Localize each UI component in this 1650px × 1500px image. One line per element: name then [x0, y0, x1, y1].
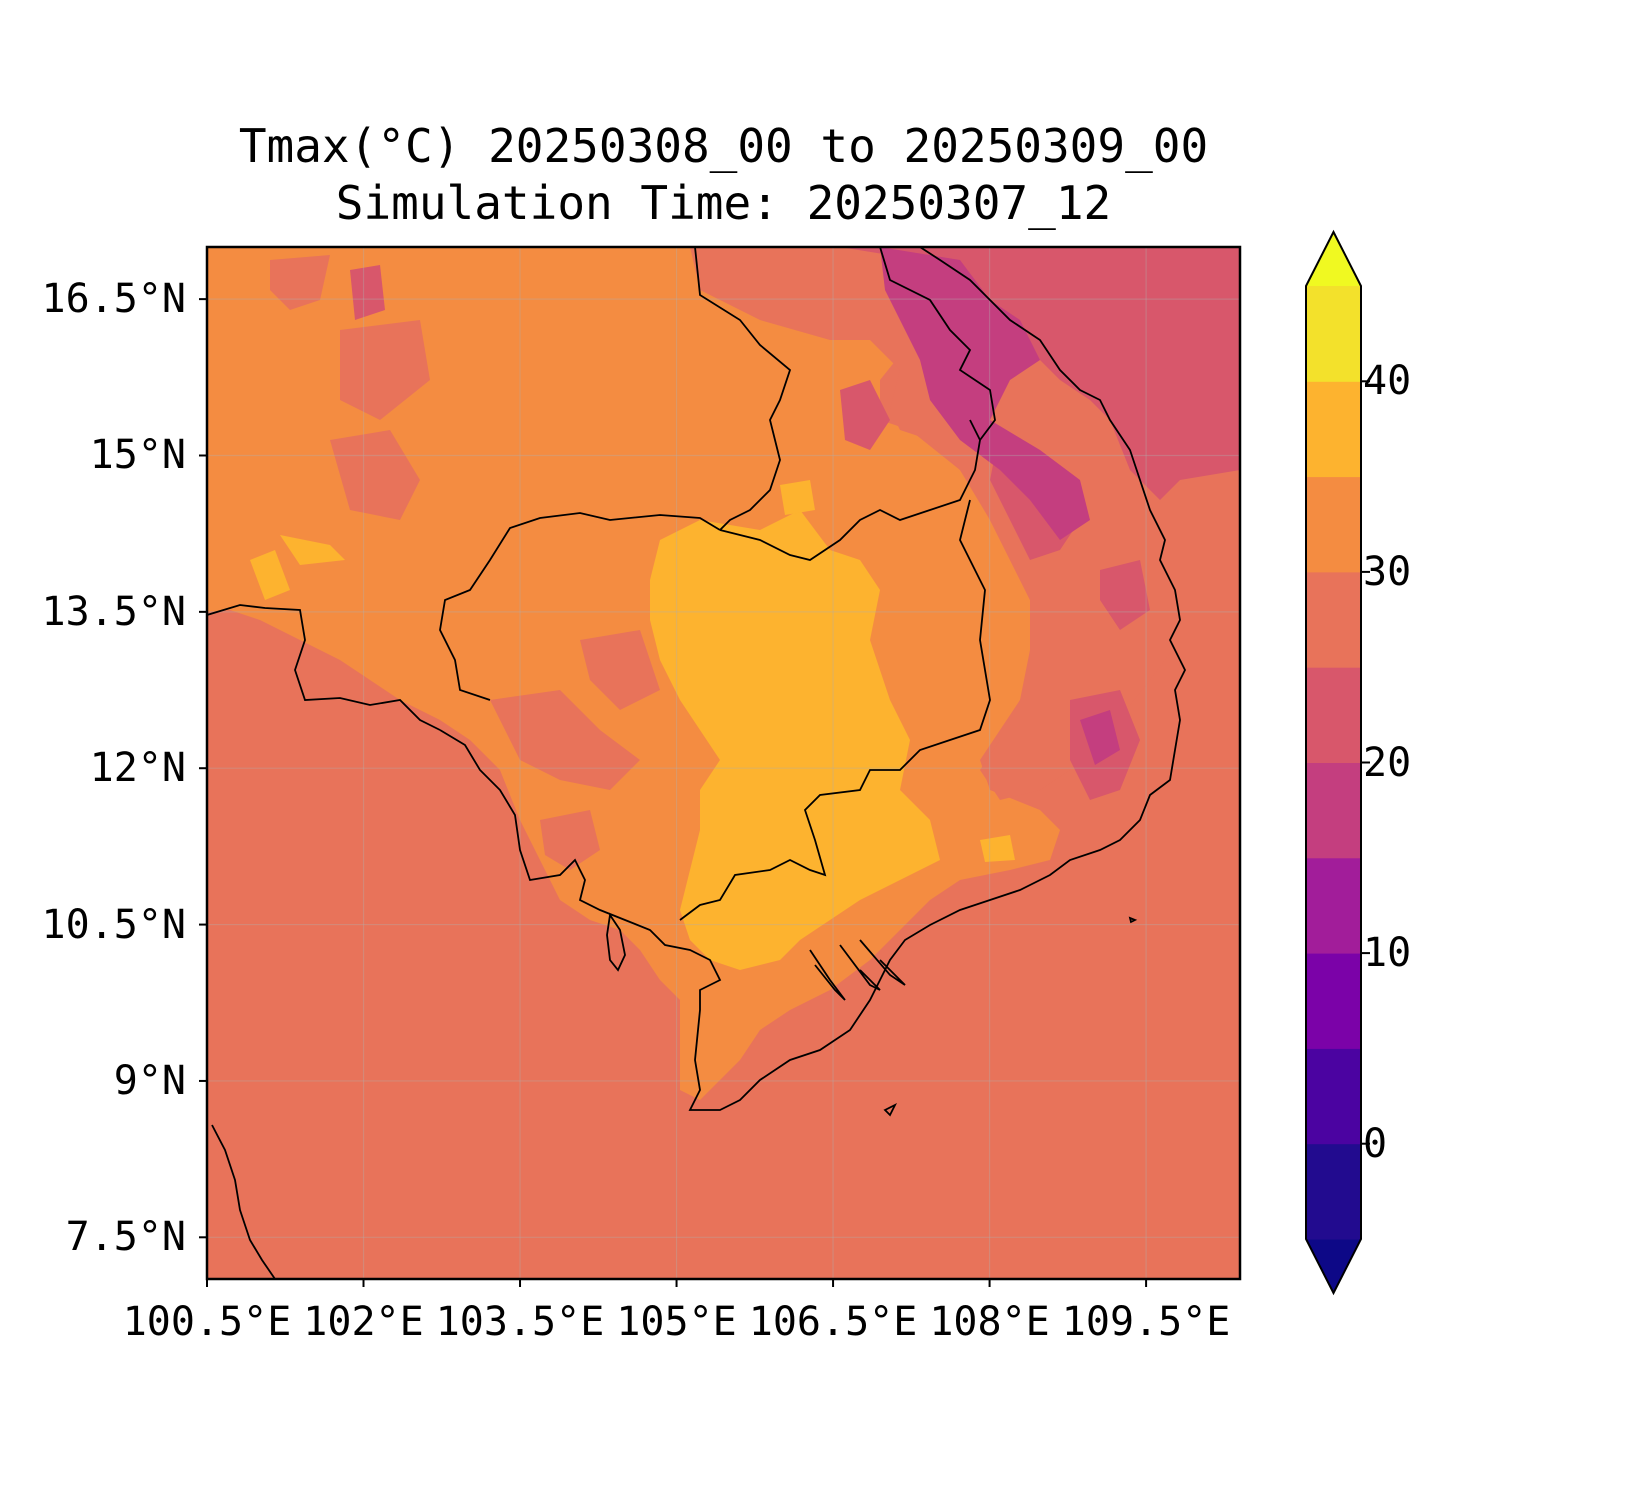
x-tick-label: 102°E	[303, 1299, 424, 1345]
field-level-25-30-islet-5	[490, 690, 640, 790]
x-tick-label: 103.5°E	[435, 1299, 605, 1345]
field-level-20-25	[840, 247, 1240, 500]
colorbar-segment	[1306, 571, 1361, 668]
island-small	[1128, 916, 1138, 924]
x-tick-label: 105°E	[616, 1299, 737, 1345]
coast-malay	[211, 1124, 276, 1279]
field-level-35-40-patch-3	[780, 480, 815, 515]
colorbar-tick-label: 40	[1363, 358, 1412, 405]
colorbar-tick-label: 30	[1363, 548, 1412, 595]
x-tick-label: 106.5°E	[748, 1299, 918, 1345]
colorbar-outline	[1305, 229, 1362, 1296]
colorbar-segment	[1306, 476, 1361, 573]
field-level-20-25-patch-2	[1100, 560, 1150, 630]
border-cambodia-north	[439, 512, 721, 701]
field-level-25-30-islet-3	[330, 430, 420, 520]
x-tick-label: 109.5°E	[1061, 1299, 1231, 1345]
field-level-25-30-islet-4	[580, 630, 660, 710]
border-cambodia-vietnam	[679, 499, 991, 921]
colorbar-tick-label: 0	[1363, 1120, 1388, 1167]
chart-title: Tmax(°C) 20250308_00 to 20250309_00	[238, 119, 1209, 173]
field-level-35-40	[650, 510, 940, 970]
map-frame	[205, 245, 1242, 1281]
colorbar-segment	[1306, 762, 1361, 859]
field-level-25-30-north	[600, 247, 1180, 800]
field-level-25-30-islet-1	[270, 255, 330, 310]
colorbar-segment	[1306, 857, 1361, 954]
colorbar-segment	[1306, 1048, 1361, 1145]
colorbar-segment	[1306, 286, 1361, 382]
colorbar-segment	[1306, 1143, 1361, 1240]
field-level-35-40-patch-2	[250, 550, 290, 600]
y-tick-label: 13.5°N	[41, 588, 187, 635]
colorbar-extend-min	[1306, 1239, 1361, 1293]
colorbar	[1305, 229, 1370, 1296]
gridlines	[207, 247, 1240, 1279]
temperature-field	[207, 247, 1240, 1279]
y-tick-label: 10.5°N	[41, 901, 187, 948]
field-level-20-25-patch-4	[840, 380, 890, 450]
coast-gulf-thailand	[439, 247, 1187, 1111]
field-level-25-30-islet-2	[340, 320, 430, 420]
island-phu-quoc	[606, 912, 626, 972]
border-laos-vietnam	[879, 247, 996, 441]
y-tick-label: 12°N	[89, 745, 186, 792]
y-tick-label: 15°N	[89, 432, 186, 479]
y-tick-label: 9°N	[113, 1057, 186, 1104]
field-level-15-20-patch	[1080, 710, 1120, 765]
field-level-35-40-patch-4	[980, 835, 1015, 862]
mekong-delta-2	[839, 944, 881, 991]
border-cambodia-east	[719, 419, 981, 561]
y-tick-marks	[199, 298, 207, 1239]
colorbar-tick-label: 20	[1363, 739, 1412, 786]
mekong-delta-3	[859, 939, 906, 986]
field-level-15-20	[880, 247, 1090, 540]
x-tick-marks	[206, 1279, 1148, 1287]
field-level-20-25-patch-5	[350, 265, 385, 320]
colorbar-segment	[1306, 667, 1361, 763]
chart-subtitle: Simulation Time: 20250307_12	[335, 176, 1112, 230]
border-thailand-cambodia-west	[207, 604, 441, 731]
colorbar-tick-label: 10	[1363, 930, 1412, 977]
x-tick-label: 108°E	[929, 1299, 1050, 1345]
border-laos-thailand	[694, 247, 792, 531]
y-tick-label: 7.5°N	[65, 1214, 186, 1261]
y-tick-label: 16.5°N	[41, 276, 187, 323]
field-level-35-40-patch-1	[280, 535, 345, 565]
field-level-25-30-islet-6	[540, 810, 600, 870]
mekong-delta-1	[809, 949, 846, 1001]
colorbar-extend-max	[1306, 232, 1361, 286]
x-tick-label: 100.5°E	[122, 1299, 292, 1345]
colorbar-segment	[1306, 953, 1361, 1049]
island-con-dao	[883, 1102, 898, 1117]
coastlines-and-borders	[207, 247, 1187, 1279]
colorbar-segment	[1306, 381, 1361, 478]
